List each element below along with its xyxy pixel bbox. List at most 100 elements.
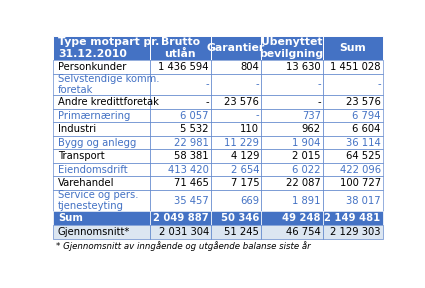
Text: 5 532: 5 532	[180, 124, 209, 134]
Bar	[150, 211, 210, 225]
Bar	[150, 95, 210, 109]
Bar	[261, 163, 323, 176]
Bar	[150, 176, 210, 190]
Bar	[323, 109, 382, 122]
Text: 2 031 304: 2 031 304	[159, 227, 209, 237]
Bar	[53, 225, 150, 239]
Text: 36 114: 36 114	[346, 138, 381, 147]
Text: Gjennomsnitt*: Gjennomsnitt*	[58, 227, 130, 237]
Text: -: -	[317, 79, 321, 90]
Text: 71 465: 71 465	[174, 178, 209, 188]
Bar	[261, 225, 323, 239]
Text: 413 420: 413 420	[168, 165, 209, 175]
Text: 2 654: 2 654	[231, 165, 259, 175]
Text: 669: 669	[240, 196, 259, 206]
Bar	[323, 95, 382, 109]
Text: 49 248: 49 248	[282, 213, 321, 223]
Bar	[53, 176, 150, 190]
Text: 23 576: 23 576	[224, 97, 259, 107]
Bar	[53, 211, 150, 225]
Bar	[53, 122, 150, 136]
Bar	[53, 60, 150, 74]
Bar	[261, 60, 323, 74]
Text: -: -	[317, 97, 321, 107]
Bar	[261, 74, 323, 95]
Text: Eiendomsdrift: Eiendomsdrift	[58, 165, 128, 175]
Bar	[210, 136, 261, 149]
Text: 2 049 887: 2 049 887	[153, 213, 209, 223]
Text: 422 096: 422 096	[340, 165, 381, 175]
Text: Transport: Transport	[58, 151, 105, 161]
Text: Bygg og anlegg: Bygg og anlegg	[58, 138, 136, 147]
Text: Brutto
utlån: Brutto utlån	[161, 37, 200, 59]
Bar	[210, 163, 261, 176]
Bar	[150, 122, 210, 136]
Bar	[53, 95, 150, 109]
Bar	[53, 74, 150, 95]
Bar	[150, 60, 210, 74]
Text: Ubenyttet
bevilgning: Ubenyttet bevilgning	[260, 37, 324, 59]
Text: 23 576: 23 576	[346, 97, 381, 107]
Bar	[261, 109, 323, 122]
Text: Industri: Industri	[58, 124, 96, 134]
Bar	[261, 136, 323, 149]
Text: 50 346: 50 346	[221, 213, 259, 223]
Bar	[261, 95, 323, 109]
Bar	[210, 176, 261, 190]
Text: 13 630: 13 630	[286, 62, 321, 72]
Bar	[53, 149, 150, 163]
Text: 22 087: 22 087	[286, 178, 321, 188]
Text: 7 175: 7 175	[230, 178, 259, 188]
Bar	[323, 149, 382, 163]
Bar	[323, 211, 382, 225]
Text: -: -	[255, 79, 259, 90]
Text: 100 727: 100 727	[340, 178, 381, 188]
Text: -: -	[205, 79, 209, 90]
Text: Garantier: Garantier	[207, 43, 265, 53]
Text: * Gjennomsnitt av inngående og utgående balanse siste år: * Gjennomsnitt av inngående og utgående …	[57, 241, 311, 251]
Text: 6 604: 6 604	[352, 124, 381, 134]
Bar	[53, 163, 150, 176]
Text: Personkunder: Personkunder	[58, 62, 126, 72]
Text: Selvstendige komm.
foretak: Selvstendige komm. foretak	[58, 74, 159, 95]
Text: 4 129: 4 129	[231, 151, 259, 161]
Bar	[150, 136, 210, 149]
Bar	[150, 109, 210, 122]
Bar	[323, 136, 382, 149]
Text: 1 891: 1 891	[292, 196, 321, 206]
Bar	[210, 109, 261, 122]
Text: Service og pers.
tjenesteyting: Service og pers. tjenesteyting	[58, 190, 139, 211]
Bar	[210, 74, 261, 95]
Bar	[210, 211, 261, 225]
Text: -: -	[377, 79, 381, 90]
Text: 804: 804	[241, 62, 259, 72]
Text: Primærnæring: Primærnæring	[58, 111, 130, 121]
Bar	[210, 225, 261, 239]
Text: 1 904: 1 904	[292, 138, 321, 147]
Text: 38 017: 38 017	[346, 196, 381, 206]
Bar	[150, 225, 210, 239]
Bar	[210, 60, 261, 74]
Bar	[261, 190, 323, 211]
Bar	[210, 190, 261, 211]
Text: 2 015: 2 015	[292, 151, 321, 161]
Bar	[323, 60, 382, 74]
Text: 1 436 594: 1 436 594	[158, 62, 209, 72]
Text: Type motpart pr.
31.12.2010: Type motpart pr. 31.12.2010	[58, 37, 159, 59]
Bar	[323, 36, 382, 60]
Text: 962: 962	[302, 124, 321, 134]
Bar	[261, 36, 323, 60]
Bar	[150, 149, 210, 163]
Text: 6 022: 6 022	[292, 165, 321, 175]
Text: 64 525: 64 525	[346, 151, 381, 161]
Bar	[210, 149, 261, 163]
Text: Sum: Sum	[339, 43, 366, 53]
Bar	[53, 190, 150, 211]
Text: Andre kredittforetak: Andre kredittforetak	[58, 97, 159, 107]
Text: -: -	[205, 97, 209, 107]
Text: 110: 110	[240, 124, 259, 134]
Bar	[150, 190, 210, 211]
Text: 51 245: 51 245	[224, 227, 259, 237]
Bar	[150, 74, 210, 95]
Bar	[261, 122, 323, 136]
